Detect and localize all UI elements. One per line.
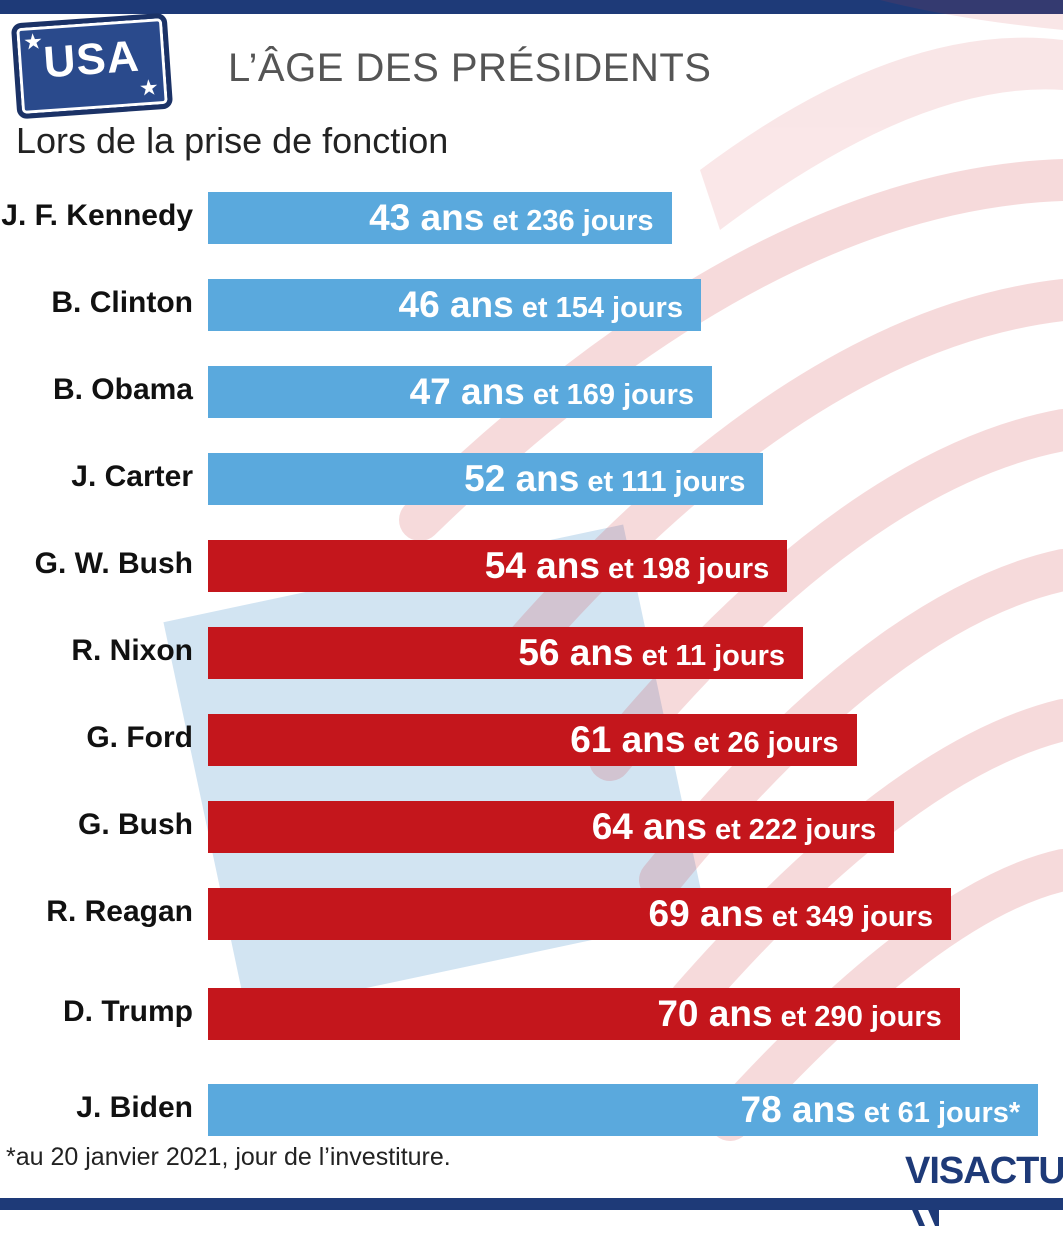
bar — [208, 714, 857, 766]
bar-value-label: 43 ans et 236 jours — [369, 197, 654, 238]
bar-value-label: 64 ans et 222 jours — [591, 806, 877, 847]
usa-badge: ★ USA ★ — [10, 12, 174, 120]
bar-label: J. Carter — [71, 460, 193, 493]
bar-value-label: 61 ans et 26 jours — [570, 719, 839, 760]
bar-label: R. Nixon — [71, 634, 193, 667]
bar-value-label: 52 ans et 111 jours — [464, 458, 746, 499]
bar-label: B. Obama — [52, 373, 193, 406]
bar-label: R. Reagan — [46, 895, 193, 928]
bar — [208, 1084, 1039, 1136]
bar-value-label: 69 ans et 349 jours — [648, 893, 933, 934]
bar — [208, 801, 895, 853]
bar-label: G. W. Bush — [34, 547, 193, 580]
bar-value-label: 78 ans et 61 jours* — [740, 1089, 1021, 1130]
bar — [208, 540, 788, 592]
bar-label: D. Trump — [62, 995, 193, 1028]
bottom-band — [0, 1198, 1063, 1210]
visactu-logo: VISACTU — [905, 1150, 1063, 1226]
bar-label: G. Bush — [77, 808, 193, 841]
bar — [208, 366, 713, 418]
bar-label: J. Biden — [76, 1091, 193, 1124]
bar-value-label: 70 ans et 290 jours — [657, 993, 942, 1034]
bar-label: G. Ford — [86, 721, 193, 754]
bar-label: B. Clinton — [51, 286, 193, 319]
footnote: *au 20 janvier 2021, jour de l’investitu… — [6, 1143, 451, 1171]
top-band — [0, 0, 1063, 14]
bar-label: J. F. Kennedy — [1, 199, 193, 232]
bar-value-label: 56 ans et 11 jours — [518, 632, 786, 673]
bar — [208, 627, 804, 679]
star-icon: ★ — [138, 74, 160, 101]
bar-value-label: 47 ans et 169 jours — [409, 371, 695, 412]
bar — [208, 888, 951, 940]
bar — [208, 453, 764, 505]
chart-subtitle: Lors de la prise de fonction — [16, 120, 449, 161]
bar — [208, 988, 960, 1040]
page-title: L’ÂGE DES PRÉSIDENTS — [228, 46, 712, 90]
bar-value-label: 46 ans et 154 jours — [398, 284, 683, 325]
bar-value-label: 54 ans et 198 jours — [484, 545, 770, 586]
bar — [208, 279, 701, 331]
bar — [208, 192, 672, 244]
